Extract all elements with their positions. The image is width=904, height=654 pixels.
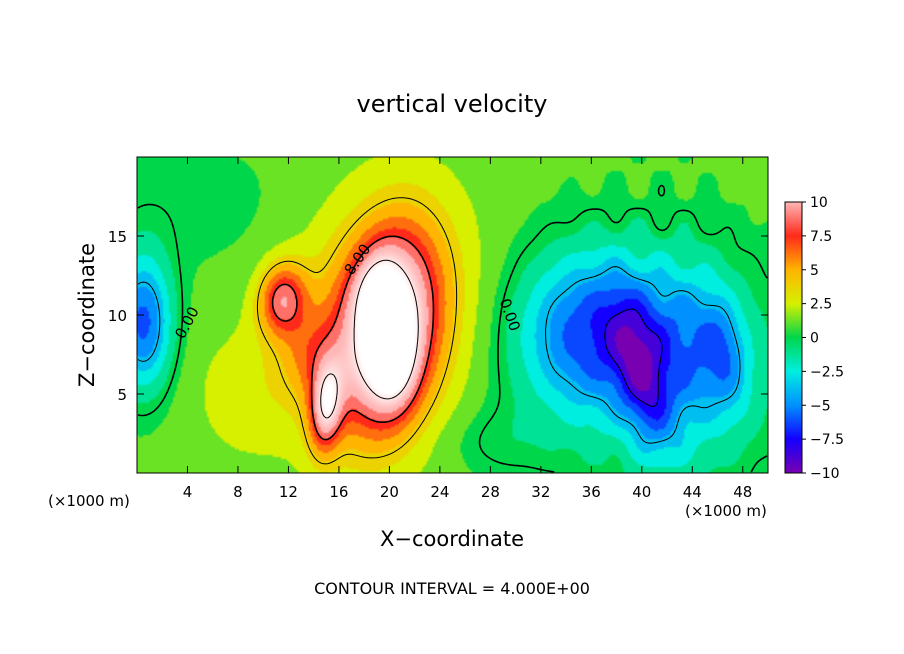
colorbar-tick-label: 10 [810,195,828,211]
contour-line [271,235,435,441]
contour-line [320,259,419,419]
x-tick-label: 20 [380,483,399,501]
contour-interval-note: CONTOUR INTERVAL = 4.000E+00 [314,579,590,598]
colorbar-tick-label: 5 [810,263,819,279]
colorbar-tick-label: −7.5 [810,432,844,448]
x-unit-right: (×1000 m) [685,502,767,520]
x-tick-label: 4 [183,483,193,501]
contour-lines [137,184,768,473]
x-tick-label: 36 [582,483,601,501]
y-axis-label: Z−coordinate [75,243,99,387]
x-unit-left: (×1000 m) [48,492,130,510]
colorbar-tick-label: 7.5 [810,229,832,245]
contour-line [137,184,768,473]
contour-line [137,266,741,444]
colorbar-tick-label: −5 [810,398,831,414]
x-tick-label: 44 [683,483,702,501]
x-tick-label: 8 [233,483,243,501]
x-tick-label: 12 [279,483,298,501]
colorbar-tick-label: 2.5 [810,297,832,313]
x-tick-label: 32 [531,483,550,501]
x-tick-label: 28 [481,483,500,501]
y-tick-label: 5 [117,386,127,404]
colorbar [784,201,803,474]
colorbar-tick-label: 0 [810,331,819,347]
colorbar-tick-label: −2.5 [810,364,844,380]
x-axis-label: X−coordinate [380,527,524,551]
contour-line [604,308,663,407]
x-tick-label: 24 [430,483,449,501]
x-tick-label: 40 [632,483,651,501]
chart-title: vertical velocity [357,90,548,118]
colorbar-tick-label: −10 [810,466,840,482]
y-tick-label: 10 [108,307,127,325]
y-axis-ticks: 5 10 15 [108,228,768,404]
x-axis-ticks: 4 8 12 16 20 24 28 32 36 40 44 48 [183,157,752,501]
x-tick-label: 48 [733,483,752,501]
x-tick-label: 16 [329,483,348,501]
colorbar-ticks: 10 7.5 5 2.5 0 −2.5 −5 −7.5 −10 [802,195,844,482]
heatmap-image [137,157,768,473]
y-tick-label: 15 [108,228,127,246]
contour-line [256,197,458,465]
